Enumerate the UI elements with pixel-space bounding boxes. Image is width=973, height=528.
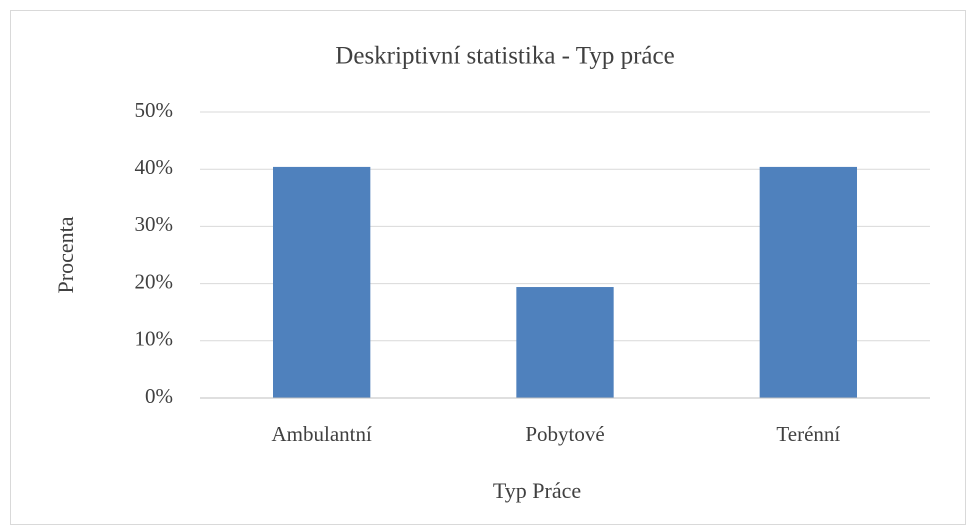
x-tick-label: Terénní: [776, 422, 840, 446]
chart-title: Deskriptivní statistika - Typ práce: [335, 43, 674, 70]
y-tick-label: 30%: [135, 212, 174, 236]
y-axis-title: Procenta: [53, 216, 78, 293]
y-tick-label: 0%: [145, 384, 173, 408]
x-tick-label: Ambulantní: [272, 422, 372, 446]
y-tick-label: 10%: [135, 327, 174, 351]
bar: [516, 287, 614, 398]
y-tick-label: 20%: [135, 269, 174, 293]
bar: [273, 166, 371, 398]
y-tick-label: 50%: [135, 98, 174, 122]
x-axis-title: Typ Práce: [493, 478, 581, 503]
y-tick-label: 40%: [135, 155, 174, 179]
bar: [759, 166, 857, 398]
x-tick-label: Pobytové: [525, 422, 604, 446]
